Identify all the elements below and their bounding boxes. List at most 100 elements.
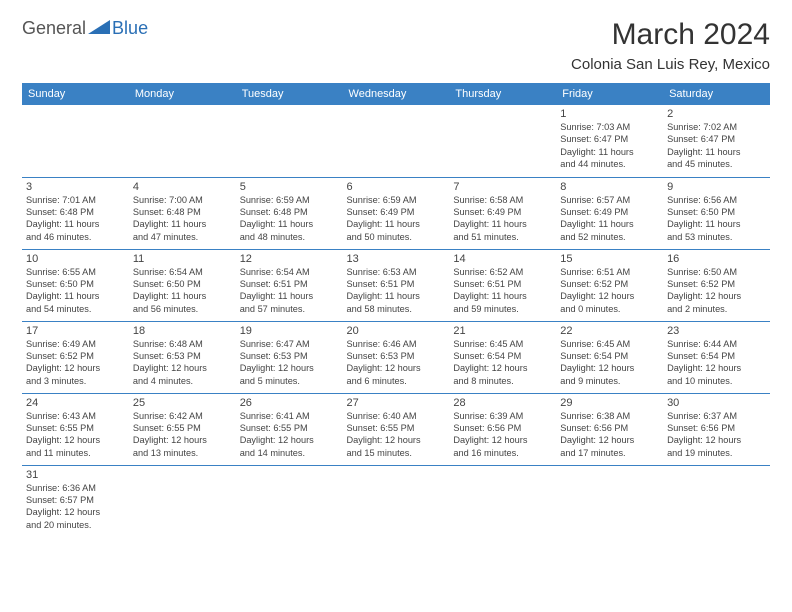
calendar-empty-cell — [449, 105, 556, 177]
day-info: Sunrise: 6:45 AMSunset: 6:54 PMDaylight:… — [560, 338, 659, 388]
day-number: 18 — [133, 325, 232, 337]
weekday-header-row: SundayMondayTuesdayWednesdayThursdayFrid… — [22, 83, 770, 105]
calendar-day-cell: 25Sunrise: 6:42 AMSunset: 6:55 PMDayligh… — [129, 393, 236, 465]
calendar-day-cell: 17Sunrise: 6:49 AMSunset: 6:52 PMDayligh… — [22, 321, 129, 393]
calendar-day-cell: 11Sunrise: 6:54 AMSunset: 6:50 PMDayligh… — [129, 249, 236, 321]
day-number: 23 — [667, 325, 766, 337]
day-number: 10 — [26, 253, 125, 265]
day-number: 14 — [453, 253, 552, 265]
calendar-day-cell: 10Sunrise: 6:55 AMSunset: 6:50 PMDayligh… — [22, 249, 129, 321]
calendar-empty-cell — [236, 105, 343, 177]
calendar-day-cell: 14Sunrise: 6:52 AMSunset: 6:51 PMDayligh… — [449, 249, 556, 321]
calendar-day-cell: 20Sunrise: 6:46 AMSunset: 6:53 PMDayligh… — [343, 321, 450, 393]
day-info: Sunrise: 7:03 AMSunset: 6:47 PMDaylight:… — [560, 121, 659, 171]
calendar-week-row: 17Sunrise: 6:49 AMSunset: 6:52 PMDayligh… — [22, 321, 770, 393]
day-number: 28 — [453, 397, 552, 409]
day-info: Sunrise: 6:38 AMSunset: 6:56 PMDaylight:… — [560, 410, 659, 460]
day-info: Sunrise: 6:58 AMSunset: 6:49 PMDaylight:… — [453, 194, 552, 244]
day-info: Sunrise: 6:47 AMSunset: 6:53 PMDaylight:… — [240, 338, 339, 388]
day-info: Sunrise: 6:37 AMSunset: 6:56 PMDaylight:… — [667, 410, 766, 460]
calendar-empty-cell — [663, 465, 770, 537]
calendar-week-row: 3Sunrise: 7:01 AMSunset: 6:48 PMDaylight… — [22, 177, 770, 249]
calendar-empty-cell — [129, 105, 236, 177]
day-info: Sunrise: 6:39 AMSunset: 6:56 PMDaylight:… — [453, 410, 552, 460]
day-info: Sunrise: 6:54 AMSunset: 6:50 PMDaylight:… — [133, 266, 232, 316]
calendar-day-cell: 26Sunrise: 6:41 AMSunset: 6:55 PMDayligh… — [236, 393, 343, 465]
day-info: Sunrise: 6:40 AMSunset: 6:55 PMDaylight:… — [347, 410, 446, 460]
calendar-week-row: 24Sunrise: 6:43 AMSunset: 6:55 PMDayligh… — [22, 393, 770, 465]
day-number: 26 — [240, 397, 339, 409]
day-number: 22 — [560, 325, 659, 337]
calendar-day-cell: 27Sunrise: 6:40 AMSunset: 6:55 PMDayligh… — [343, 393, 450, 465]
day-info: Sunrise: 6:36 AMSunset: 6:57 PMDaylight:… — [26, 482, 125, 532]
day-info: Sunrise: 6:53 AMSunset: 6:51 PMDaylight:… — [347, 266, 446, 316]
day-number: 29 — [560, 397, 659, 409]
calendar-week-row: 1Sunrise: 7:03 AMSunset: 6:47 PMDaylight… — [22, 105, 770, 177]
day-number: 30 — [667, 397, 766, 409]
day-number: 31 — [26, 469, 125, 481]
weekday-header: Wednesday — [343, 83, 450, 105]
day-number: 11 — [133, 253, 232, 265]
day-number: 7 — [453, 181, 552, 193]
calendar-day-cell: 30Sunrise: 6:37 AMSunset: 6:56 PMDayligh… — [663, 393, 770, 465]
calendar-week-row: 10Sunrise: 6:55 AMSunset: 6:50 PMDayligh… — [22, 249, 770, 321]
day-number: 13 — [347, 253, 446, 265]
calendar-day-cell: 31Sunrise: 6:36 AMSunset: 6:57 PMDayligh… — [22, 465, 129, 537]
day-number: 21 — [453, 325, 552, 337]
weekday-header: Tuesday — [236, 83, 343, 105]
day-info: Sunrise: 6:41 AMSunset: 6:55 PMDaylight:… — [240, 410, 339, 460]
day-number: 15 — [560, 253, 659, 265]
calendar-day-cell: 24Sunrise: 6:43 AMSunset: 6:55 PMDayligh… — [22, 393, 129, 465]
calendar-day-cell: 23Sunrise: 6:44 AMSunset: 6:54 PMDayligh… — [663, 321, 770, 393]
calendar-day-cell: 5Sunrise: 6:59 AMSunset: 6:48 PMDaylight… — [236, 177, 343, 249]
calendar-day-cell: 18Sunrise: 6:48 AMSunset: 6:53 PMDayligh… — [129, 321, 236, 393]
brand-general: General — [22, 18, 86, 39]
day-number: 6 — [347, 181, 446, 193]
day-number: 19 — [240, 325, 339, 337]
day-info: Sunrise: 6:59 AMSunset: 6:48 PMDaylight:… — [240, 194, 339, 244]
weekday-header: Friday — [556, 83, 663, 105]
calendar-day-cell: 3Sunrise: 7:01 AMSunset: 6:48 PMDaylight… — [22, 177, 129, 249]
calendar-day-cell: 16Sunrise: 6:50 AMSunset: 6:52 PMDayligh… — [663, 249, 770, 321]
weekday-header: Saturday — [663, 83, 770, 105]
day-info: Sunrise: 6:42 AMSunset: 6:55 PMDaylight:… — [133, 410, 232, 460]
day-info: Sunrise: 6:54 AMSunset: 6:51 PMDaylight:… — [240, 266, 339, 316]
calendar-day-cell: 7Sunrise: 6:58 AMSunset: 6:49 PMDaylight… — [449, 177, 556, 249]
brand-blue: Blue — [112, 18, 148, 39]
day-number: 9 — [667, 181, 766, 193]
calendar-day-cell: 21Sunrise: 6:45 AMSunset: 6:54 PMDayligh… — [449, 321, 556, 393]
day-number: 4 — [133, 181, 232, 193]
day-number: 12 — [240, 253, 339, 265]
calendar-day-cell: 22Sunrise: 6:45 AMSunset: 6:54 PMDayligh… — [556, 321, 663, 393]
calendar-day-cell: 28Sunrise: 6:39 AMSunset: 6:56 PMDayligh… — [449, 393, 556, 465]
calendar-empty-cell — [556, 465, 663, 537]
day-info: Sunrise: 6:44 AMSunset: 6:54 PMDaylight:… — [667, 338, 766, 388]
weekday-header: Thursday — [449, 83, 556, 105]
day-info: Sunrise: 6:55 AMSunset: 6:50 PMDaylight:… — [26, 266, 125, 316]
day-number: 24 — [26, 397, 125, 409]
calendar-week-row: 31Sunrise: 6:36 AMSunset: 6:57 PMDayligh… — [22, 465, 770, 537]
day-number: 8 — [560, 181, 659, 193]
day-number: 1 — [560, 108, 659, 120]
title-block: March 2024 Colonia San Luis Rey, Mexico — [571, 18, 770, 73]
day-info: Sunrise: 6:52 AMSunset: 6:51 PMDaylight:… — [453, 266, 552, 316]
calendar-empty-cell — [343, 465, 450, 537]
calendar-empty-cell — [22, 105, 129, 177]
calendar-day-cell: 9Sunrise: 6:56 AMSunset: 6:50 PMDaylight… — [663, 177, 770, 249]
calendar-day-cell: 1Sunrise: 7:03 AMSunset: 6:47 PMDaylight… — [556, 105, 663, 177]
day-number: 17 — [26, 325, 125, 337]
location: Colonia San Luis Rey, Mexico — [571, 56, 770, 73]
day-info: Sunrise: 6:57 AMSunset: 6:49 PMDaylight:… — [560, 194, 659, 244]
weekday-header: Sunday — [22, 83, 129, 105]
day-number: 5 — [240, 181, 339, 193]
day-info: Sunrise: 7:01 AMSunset: 6:48 PMDaylight:… — [26, 194, 125, 244]
header: General Blue March 2024 Colonia San Luis… — [22, 18, 770, 73]
calendar-day-cell: 15Sunrise: 6:51 AMSunset: 6:52 PMDayligh… — [556, 249, 663, 321]
calendar-day-cell: 6Sunrise: 6:59 AMSunset: 6:49 PMDaylight… — [343, 177, 450, 249]
day-info: Sunrise: 7:00 AMSunset: 6:48 PMDaylight:… — [133, 194, 232, 244]
day-number: 16 — [667, 253, 766, 265]
day-info: Sunrise: 6:50 AMSunset: 6:52 PMDaylight:… — [667, 266, 766, 316]
day-info: Sunrise: 7:02 AMSunset: 6:47 PMDaylight:… — [667, 121, 766, 171]
day-number: 20 — [347, 325, 446, 337]
day-number: 27 — [347, 397, 446, 409]
